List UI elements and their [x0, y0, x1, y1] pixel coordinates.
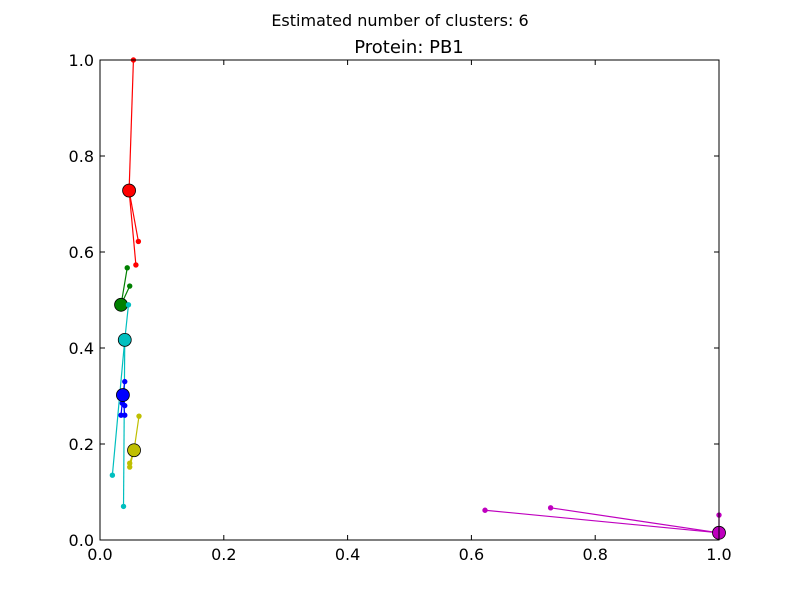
data-point [120, 503, 127, 510]
cluster-5 [482, 505, 726, 540]
y-tick-label: 0.0 [69, 531, 94, 550]
data-point [135, 238, 142, 245]
cluster-3 [116, 378, 130, 418]
cluster-link-line [122, 339, 126, 507]
plot-frame [99, 59, 720, 541]
x-tick-label: 0.6 [459, 545, 484, 564]
cluster-center-marker [116, 388, 130, 402]
data-point [109, 472, 116, 478]
y-tick-label: 0.2 [69, 435, 94, 454]
cluster-link-line [550, 507, 720, 534]
data-point [125, 302, 132, 308]
cluster-center-marker [127, 443, 141, 458]
x-tick-label: 0.8 [582, 545, 607, 564]
cluster-2 [109, 302, 132, 510]
x-tick-label: 1.0 [706, 545, 731, 564]
y-tick-label: 0.4 [69, 339, 94, 358]
cluster-center-marker [117, 332, 132, 347]
cluster-link-line [111, 339, 126, 476]
cluster-center-marker [122, 183, 136, 198]
y-tick-label: 0.6 [69, 243, 94, 262]
cluster-link-line [128, 190, 137, 266]
data-point [136, 413, 142, 419]
x-tick-label: 0.4 [335, 545, 360, 564]
x-tick-label: 0.2 [211, 545, 236, 564]
data-point [122, 378, 128, 385]
x-tick-label: 0.0 [87, 545, 112, 564]
data-point [122, 402, 128, 409]
cluster-center-marker [114, 297, 128, 312]
data-point [122, 412, 128, 418]
data-point [127, 464, 133, 470]
data-point [127, 283, 133, 289]
cluster-0 [122, 57, 142, 268]
data-point [133, 262, 139, 268]
chart-suptitle: Estimated number of clusters: 6 [271, 11, 528, 30]
y-tick-label: 1.0 [69, 51, 94, 70]
cluster-link-line [128, 59, 135, 191]
cluster-series [109, 57, 726, 540]
cluster-4 [127, 413, 142, 470]
data-point [547, 505, 554, 511]
chart-title: Protein: PB1 [354, 37, 464, 58]
y-tick-label: 0.8 [69, 147, 94, 166]
axis-ticks: 0.0 0.2 0.4 0.6 0.8 1.0 0.0 0.2 0.4 0.6 0.8 1.0 [69, 51, 732, 564]
cluster-link-line [128, 190, 139, 242]
data-point [482, 507, 488, 513]
cluster-link-line [484, 509, 720, 534]
data-point [124, 265, 130, 271]
